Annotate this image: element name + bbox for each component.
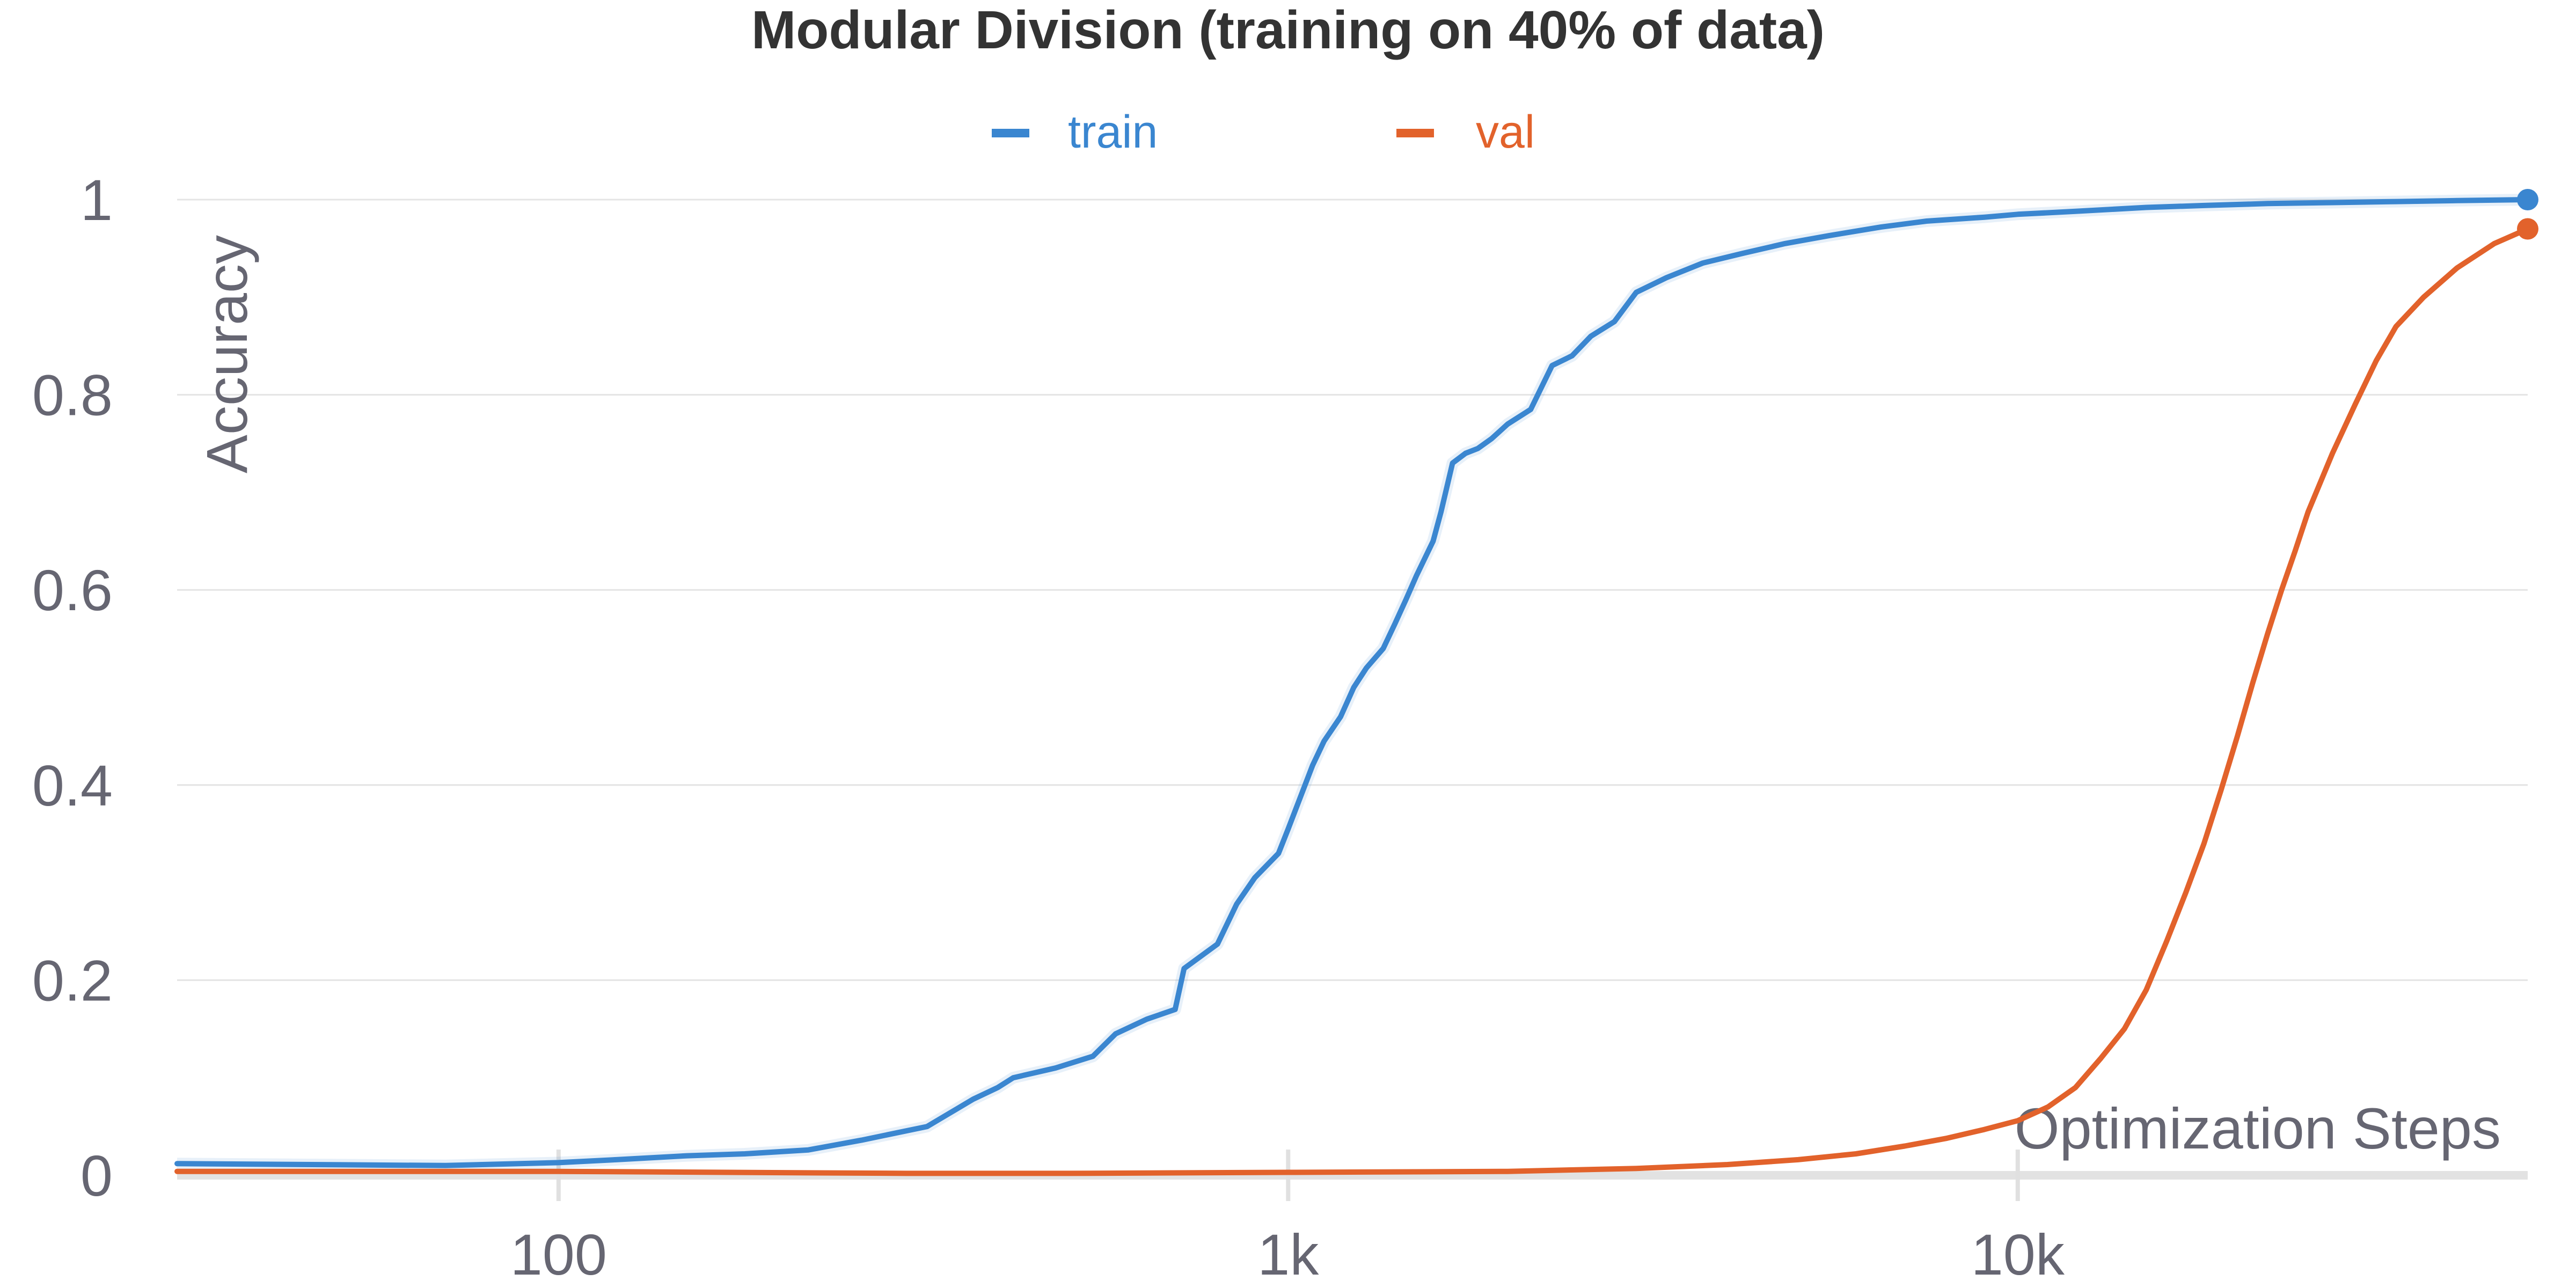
legend: train val [992, 106, 1535, 158]
legend-item-train[interactable]: train [992, 106, 1158, 158]
series-line-val [174, 226, 2530, 1176]
series-lines [174, 189, 2538, 1176]
series-halo-train [177, 194, 2528, 1172]
series-endpoint-val [2517, 218, 2538, 240]
series-endpoint-train [2517, 189, 2538, 210]
series-train [174, 189, 2538, 1172]
series-val [174, 218, 2538, 1176]
x-axis-label: Optimization Steps [2015, 1096, 2501, 1161]
x-tick-label: 1k [1257, 1222, 1319, 1287]
x-axis-ticks: 100 1k 10k [510, 1150, 2065, 1287]
legend-item-val[interactable]: val [1396, 106, 1535, 158]
legend-label-val: val [1476, 106, 1535, 158]
y-axis-ticks: 0 0.2 0.4 0.6 0.8 1 [32, 167, 113, 1208]
y-axis-label: Accuracy [194, 235, 259, 473]
y-tick-label: 0.4 [32, 753, 113, 818]
y-tick-label: 0 [80, 1143, 113, 1208]
gridlines [177, 199, 2528, 1180]
x-tick-label: 10k [1971, 1222, 2065, 1287]
y-tick-label: 0.6 [32, 558, 113, 623]
legend-label-train: train [1068, 106, 1158, 158]
y-tick-label: 0.2 [32, 948, 113, 1013]
y-tick-label: 1 [80, 167, 113, 232]
chart-title: Modular Division (training on 40% of dat… [751, 0, 1825, 60]
series-line-train [174, 197, 2530, 1168]
x-tick-label: 100 [510, 1222, 607, 1287]
y-tick-label: 0.8 [32, 363, 113, 428]
